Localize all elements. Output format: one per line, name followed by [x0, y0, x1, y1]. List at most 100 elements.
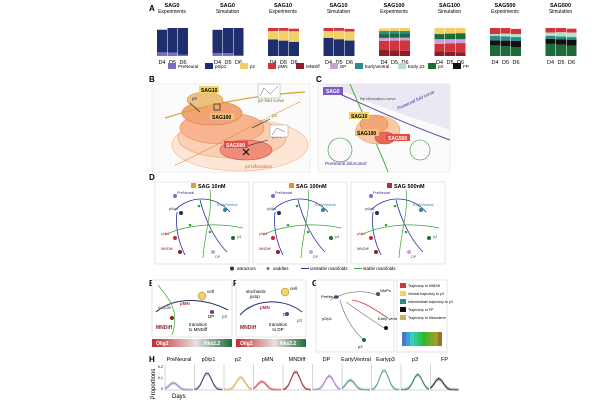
panel-a-bar-segment [490, 40, 500, 46]
panel-h-category-label: Earlyp3 [376, 357, 395, 363]
panel-a-day-label: D6 [346, 60, 353, 66]
panel-c-landscape: SAG0 SAG10 SAG100 SAG500 Preneural fold … [317, 83, 451, 173]
attractor-dot [375, 211, 379, 215]
panel-a-bar-segment [511, 40, 521, 47]
panel-a-bar-segment [500, 28, 511, 34]
phase-state-label: PreNeural [373, 191, 390, 195]
panel-a-bar-segment [511, 34, 521, 38]
panel-a-bar-segment [400, 28, 410, 32]
panel-a-bar-segment [212, 52, 223, 56]
panel-a-day-label: D6 [235, 60, 242, 66]
panel-a-bar-segment [545, 31, 556, 36]
panel-g-legend: Trajectory to MNDiff Ventral trajectory t… [396, 279, 453, 353]
svg-text:PreNeural: PreNeural [321, 294, 339, 299]
panel-a-bar-segment [379, 28, 389, 32]
panel-g-legend-swatch [400, 307, 406, 312]
panel-a-day-label: D5 [335, 60, 342, 66]
phase-portrait-title: SAG 500nM [394, 184, 425, 190]
panel-a-day-label: D4 [491, 60, 498, 66]
panel-a-bar-segment [490, 28, 500, 35]
panel-a-group-subtitle: Simulation [216, 9, 240, 15]
svg-text:NMPs: NMPs [380, 288, 391, 293]
panel-label-d: D [149, 173, 155, 182]
panel-h-curve [341, 379, 370, 391]
panel-g-legend-label: Trajectory to FP [408, 308, 434, 312]
panel-a-day-label: D4 [325, 60, 332, 66]
e-cell-label: cell [207, 289, 214, 294]
panel-h-ytick: 0.2 [158, 365, 163, 369]
saddle-dot [306, 230, 310, 234]
saddle-dot [286, 223, 290, 227]
panel-a-bar-segment [434, 43, 445, 52]
panel-h-xlabel: Days [172, 394, 186, 400]
panel-label-f: F [233, 279, 238, 288]
panel-a-bar-segment [400, 30, 410, 34]
panel-a-bar-segment [445, 39, 455, 44]
panel-a-bar-segment [379, 34, 389, 38]
phase-state-label: p3 [433, 235, 437, 239]
panel-a-bar-segment [400, 50, 410, 56]
panel-a-group-subtitle: Experiments [269, 9, 297, 15]
prebif-label: PreNeural bifurcated [325, 161, 367, 166]
panel-a-bar-segment [566, 39, 577, 46]
legend-label: DP [340, 64, 346, 69]
attractor-dot [223, 208, 227, 212]
panel-a-bar-segment [445, 43, 455, 52]
panel-a-bar-segment [289, 28, 299, 32]
panel-a-bar-segment [500, 33, 511, 37]
panel-h-category-label: FP [441, 357, 448, 363]
attractor-dot [369, 194, 373, 198]
panel-a-group-subtitle: Simulation [327, 9, 351, 15]
sag10-tag [199, 86, 219, 93]
phase-state-label: DP [215, 255, 221, 259]
f-olig2-label: Olig2 [240, 341, 253, 347]
panel-a-bar-segment [400, 33, 410, 38]
panel-a-bar-segment [545, 28, 556, 33]
legend-swatch [240, 63, 248, 69]
panel-h-category-label: DP [323, 357, 331, 363]
panel-h-band [224, 375, 252, 390]
panel-a-day-label: D5 [391, 60, 398, 66]
p2-label: p2 [272, 113, 278, 118]
panel-a-day-label: D5 [557, 60, 564, 66]
panel-a-bar-segment [455, 39, 466, 44]
panel-a-bar-segment [500, 40, 511, 47]
panel-a-bar-segment [455, 52, 466, 56]
phase-portrait-frame [154, 181, 250, 265]
legend-label: MNDiff [306, 64, 320, 69]
panel-a-bar-segment [157, 29, 167, 53]
panel-a-bar-segment [389, 33, 400, 38]
f-cell-icon [280, 287, 290, 297]
phase-state-label: p0/p1 [169, 207, 179, 211]
panel-a-group-title: SAG500 [494, 3, 515, 9]
panel-a-day-label: D5 [224, 60, 231, 66]
panel-a-group-title: SAG100 [383, 3, 404, 9]
panel-g-legend-swatch [400, 315, 406, 320]
phase-state-label: PreNeural [177, 191, 194, 195]
panel-a-bar-segment [545, 35, 556, 39]
panel-a-bar-segment [278, 28, 289, 31]
sag-marker [191, 183, 196, 188]
panel-h-band [194, 371, 223, 390]
panel-g-legend-swatch [400, 291, 406, 296]
saddle-dot [197, 204, 201, 208]
panel-h-ytick: 0.1 [158, 376, 163, 380]
c-sag500-label: SAG500 [388, 136, 407, 142]
panel-a-bar-segment [490, 45, 500, 56]
e-transition-label: transition to MNDiff [189, 322, 208, 332]
c-sag10-label: SAG10 [351, 114, 368, 120]
sag-marker [289, 183, 294, 188]
phase-portrait-title: SAG 10nM [198, 184, 226, 190]
panel-a-day-label: D6 [512, 60, 519, 66]
panel-a-group-title: SAG0 [220, 3, 235, 9]
legend-swatch [428, 63, 436, 69]
f-transition-label: transition to DP [269, 322, 288, 332]
panel-a-day-label: D4 [158, 60, 165, 66]
legend-swatch [398, 63, 406, 69]
attractor-dot [271, 236, 275, 240]
panel-g-legend-label: Ventral trajectory to p3 [408, 292, 444, 296]
svg-text:Early ventral: Early ventral [378, 316, 400, 321]
